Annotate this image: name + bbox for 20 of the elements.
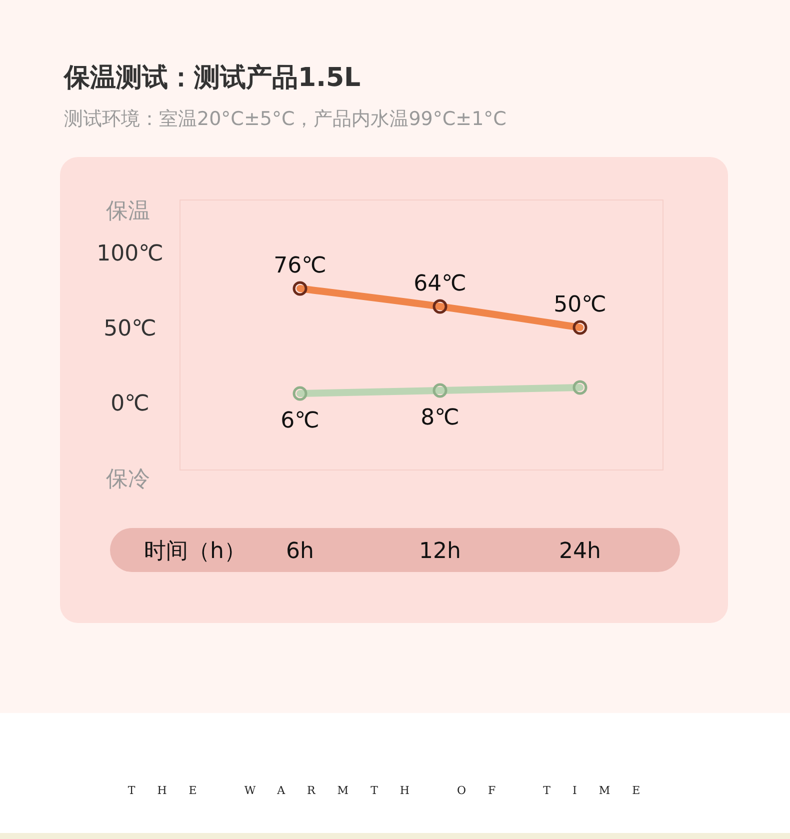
- data-label: 50℃: [554, 292, 606, 318]
- data-label: 76℃: [274, 254, 326, 278]
- text: 保冷: [106, 467, 150, 492]
- y-tick-label: 50℃: [104, 316, 156, 342]
- point: [572, 380, 588, 395]
- data-label: 6℃: [280, 408, 320, 434]
- x-axis-title: 时间（h）: [144, 539, 246, 564]
- x-tick-label: 12h: [419, 539, 461, 564]
- x-tick-label: 24h: [559, 539, 601, 564]
- y-tick-label: 0℃: [110, 392, 150, 416]
- text: 保温: [106, 199, 150, 224]
- data-label: 8℃: [420, 406, 460, 430]
- chart-subtitle: 测试环境：室温20°C±5°C，产品内水温99°C±1°C: [64, 108, 506, 130]
- data-label: 64℃: [414, 272, 466, 296]
- point: [292, 386, 308, 401]
- chart-title: 保温测试：测试产品1.5L: [63, 63, 361, 93]
- y-tick-label: 100℃: [96, 242, 164, 266]
- point: [432, 383, 448, 398]
- text: THE WARMTH OF TIME: [128, 784, 662, 797]
- x-tick-label: 6h: [286, 539, 314, 564]
